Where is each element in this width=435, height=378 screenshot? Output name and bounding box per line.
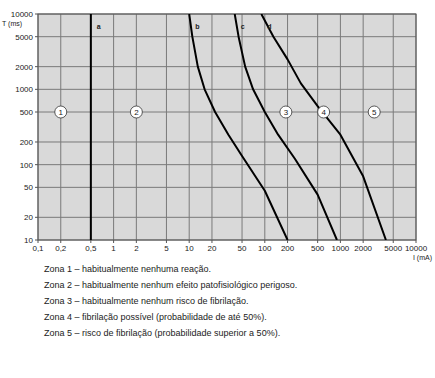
x-grid-line [363,14,364,240]
y-grid-line [38,89,416,90]
plot-frame [38,14,416,240]
zone-marker [130,106,142,118]
x-grid-line [90,14,91,240]
x-tick-label: 50 [238,244,247,253]
y-grid-line [38,66,416,67]
chart: 0,10,20,51251020501002005001000200050001… [0,0,435,378]
x-tick-label: 5000 [384,244,402,253]
series-label: b [195,23,199,30]
x-tick-label: 2000 [354,244,372,253]
x-tick-label: 100 [258,244,272,253]
y-tick-label: 5000 [15,33,33,42]
x-grid-line [340,14,341,240]
zone-description: Zona 3 – habitualmente nenhum risco de f… [44,296,249,306]
zone-marker [318,106,330,118]
x-tick-label: 0,5 [85,244,97,253]
zone-number: 1 [59,108,64,117]
series-line [261,14,386,240]
zone-description: Zona 5 – risco de fibrilação (probabilid… [44,328,280,338]
zone-marker [368,106,380,118]
series-line [90,14,92,240]
y-grid-line [38,187,416,188]
x-grid-line [166,14,167,240]
x-tick-label: 0,2 [55,244,67,253]
x-tick-label: 10 [185,244,194,253]
zone-number: 2 [134,108,139,117]
x-tick-label: 1000 [332,244,350,253]
zone-number: 4 [321,108,326,117]
x-grid-line [287,14,288,240]
grid [38,14,416,240]
series-line [235,14,337,240]
x-grid-line [136,14,137,240]
x-grid-line [211,14,212,240]
zone-number: 3 [284,108,289,117]
zone-description: Zona 2 – habitualmente nenhum efeito pat… [44,280,297,290]
y-tick-label: 1000 [15,85,33,94]
y-tick-label: 20 [24,213,33,222]
zone-marker [55,106,67,118]
series-label: d [267,23,271,30]
y-tick-label: 500 [20,108,34,117]
zone-description: Zona 1 – habitualmente nenhuma reação. [44,264,211,274]
x-grid-line [60,14,61,240]
x-tick-label: 10000 [405,244,428,253]
x-tick-label: 500 [311,244,325,253]
y-grid-line [38,217,416,218]
y-grid-line [38,36,416,37]
series-label: a [97,23,101,30]
y-tick-label: 200 [20,138,34,147]
plot-area [38,14,416,240]
y-grid-line [38,112,416,113]
x-grid-line [264,14,265,240]
y-axis-label: T (ms) [2,20,22,28]
x-axis-label: I (mA) [413,254,432,262]
x-tick-label: 0,1 [32,244,44,253]
y-tick-label: 100 [20,161,34,170]
x-tick-label: 200 [281,244,295,253]
zone-number: 5 [372,108,377,117]
zone-marker [280,106,292,118]
x-grid-line [189,14,190,240]
series-group [91,14,386,240]
y-tick-label: 50 [24,183,33,192]
x-tick-label: 1 [111,244,116,253]
y-tick-label: 10000 [11,10,34,19]
x-grid-line [113,14,114,240]
x-tick-label: 20 [208,244,217,253]
y-grid-line [38,164,416,165]
y-grid-line [38,141,416,142]
series-label: c [241,23,245,30]
y-tick-label: 2000 [15,63,33,72]
x-tick-label: 2 [134,244,139,253]
x-grid-line [317,14,318,240]
zone-description: Zona 4 – fibrilação possível (probabilid… [44,312,267,322]
x-grid-line [393,14,394,240]
x-tick-label: 5 [164,244,169,253]
y-tick-label: 10 [24,236,33,245]
